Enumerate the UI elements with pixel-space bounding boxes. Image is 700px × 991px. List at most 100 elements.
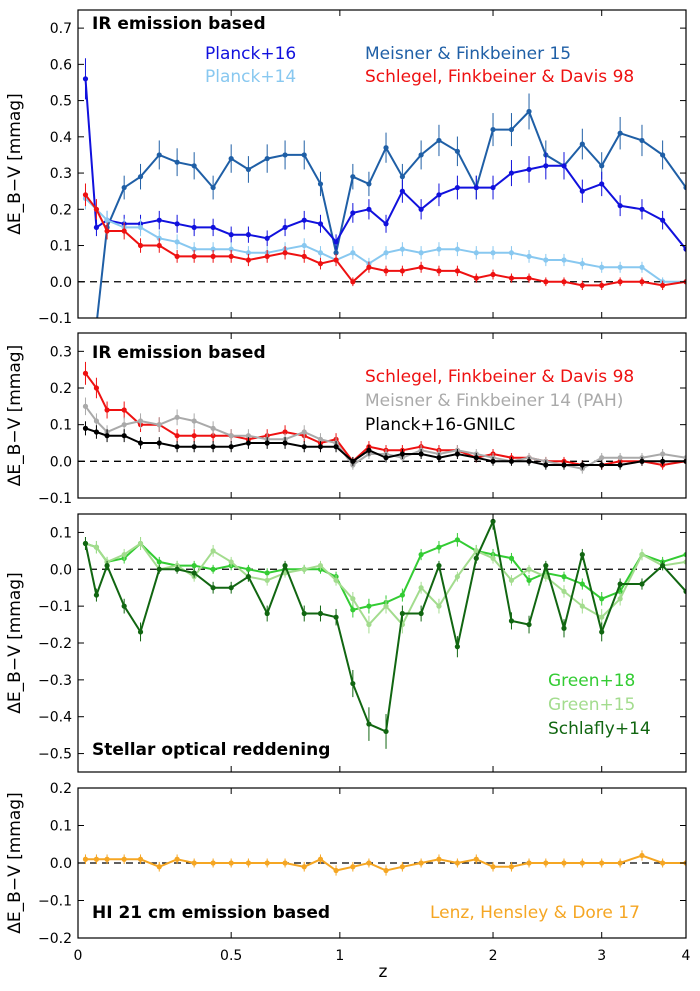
data-point — [508, 275, 515, 281]
data-point — [210, 566, 216, 572]
data-point — [82, 540, 89, 547]
data-point — [561, 588, 567, 595]
data-point — [508, 577, 515, 583]
y-tick-label: −0.3 — [38, 673, 72, 689]
data-point — [473, 455, 479, 461]
data-point — [191, 246, 197, 252]
data-point — [317, 181, 324, 187]
legend-entry: Meisner & Finkbeiner 14 (PAH) — [365, 391, 623, 411]
y-tick-label: 0.3 — [50, 344, 72, 360]
y-axis-label: ΔE_B−V [mmag] — [5, 93, 25, 234]
data-point — [137, 629, 144, 635]
data-point — [418, 585, 424, 591]
data-point — [561, 860, 567, 866]
data-point — [599, 163, 605, 169]
data-point — [245, 257, 252, 263]
legend-entry: Lenz, Hensley & Dore 17 — [430, 903, 640, 923]
data-point — [599, 455, 605, 461]
data-point — [156, 217, 162, 223]
panel-title: HI 21 cm emission based — [92, 903, 330, 923]
data-point — [561, 574, 567, 580]
data-point — [490, 126, 496, 133]
data-point — [93, 418, 100, 424]
data-point — [490, 518, 496, 524]
legend-entry: Meisner & Finkbeiner 15 — [365, 44, 571, 64]
data-point — [599, 264, 605, 270]
data-point — [317, 563, 324, 569]
data-point — [639, 458, 645, 464]
panel-3: 0.1 0.0 −0.1 −0.2 −0.3 −0.4 −0.5 ΔE_B−V [mmag] S… — [5, 513, 687, 773]
data-point — [228, 585, 234, 591]
data-point — [436, 268, 442, 274]
data-point — [526, 860, 532, 866]
data-point — [228, 444, 234, 450]
data-point — [490, 250, 496, 256]
data-point — [264, 577, 270, 583]
data-point — [333, 867, 339, 874]
panel-title: IR emission based — [92, 14, 266, 34]
data-point — [174, 433, 180, 439]
panel-4: 0.2 0.1 0.0 −0.1 −0.20 0.5 1 2 3 4 ΔE_B−V [mmag] HI… — [5, 781, 691, 964]
y-tick-label: 0.0 — [50, 856, 72, 872]
data-point — [174, 239, 180, 245]
data-point — [526, 566, 532, 572]
data-point — [579, 188, 585, 194]
data-point — [436, 455, 442, 461]
y-tick-label: −0.1 — [38, 894, 72, 910]
data-point — [683, 588, 686, 594]
data-point — [660, 860, 666, 866]
plot-frame — [77, 332, 687, 499]
data-point — [508, 126, 515, 133]
data-point — [383, 250, 389, 256]
data-point — [301, 217, 307, 223]
data-point — [526, 166, 532, 173]
data-point — [660, 217, 666, 223]
data-point — [454, 537, 460, 543]
data-point — [366, 621, 372, 628]
data-point — [543, 163, 549, 169]
data-point — [508, 618, 515, 624]
data-point — [418, 152, 424, 158]
data-point — [174, 221, 180, 227]
data-point — [399, 864, 405, 870]
data-point — [104, 228, 110, 234]
y-tick-label: 0.1 — [50, 418, 72, 434]
data-point — [543, 257, 549, 263]
data-point — [399, 268, 405, 274]
data-point — [191, 570, 197, 576]
data-point — [617, 264, 623, 270]
data-point — [301, 253, 307, 259]
data-point — [561, 279, 567, 285]
data-point — [617, 860, 623, 866]
data-point — [210, 246, 216, 252]
y-tick-label: 0.0 — [50, 454, 72, 470]
data-point — [490, 184, 496, 191]
data-point — [454, 451, 460, 457]
data-point — [228, 246, 234, 252]
data-point — [333, 614, 339, 620]
x-tick-label: 1 — [335, 948, 344, 964]
data-point — [156, 559, 162, 565]
data-point — [191, 444, 197, 450]
data-point — [366, 860, 372, 866]
data-point — [317, 261, 324, 267]
y-tick-label: 0.5 — [50, 94, 72, 110]
legend-entry: Schlafly+14 — [548, 719, 651, 739]
data-point — [436, 563, 442, 569]
data-point — [350, 596, 356, 602]
data-point — [210, 433, 216, 439]
data-point — [683, 551, 686, 558]
data-point — [399, 174, 405, 180]
y-axis-label: ΔE_B−V [mmag] — [5, 345, 25, 486]
data-point — [282, 860, 288, 866]
data-point — [543, 279, 549, 285]
data-point — [599, 629, 605, 635]
data-point — [683, 246, 686, 252]
panel-title: Stellar optical reddening — [92, 740, 330, 760]
data-point — [156, 566, 162, 572]
series-line — [96, 109, 686, 318]
data-point — [473, 555, 479, 561]
data-point — [366, 447, 372, 453]
data-point — [333, 239, 339, 245]
data-point — [617, 581, 623, 587]
